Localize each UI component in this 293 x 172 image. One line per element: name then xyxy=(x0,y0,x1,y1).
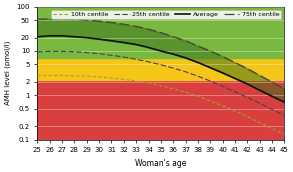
Average xyxy=(85,37,88,39)
25th centile xyxy=(73,51,76,53)
Average xyxy=(159,50,163,52)
75th centile xyxy=(283,88,286,90)
Bar xyxy=(38,80,285,140)
75th centile xyxy=(85,19,88,21)
25th centile xyxy=(270,108,274,110)
Average xyxy=(196,61,200,63)
X-axis label: Woman's age: Woman's age xyxy=(135,159,187,168)
75th centile xyxy=(184,40,188,42)
Average xyxy=(147,46,150,49)
Average xyxy=(97,38,101,40)
Legend: 10th centile, 25th centile, Average, 75th centile: 10th centile, 25th centile, Average, 75t… xyxy=(52,10,281,19)
25th centile xyxy=(60,50,64,52)
25th centile xyxy=(184,71,188,73)
10th centile xyxy=(246,116,249,118)
Average xyxy=(122,41,126,44)
Average xyxy=(209,67,212,69)
10th centile xyxy=(48,74,52,77)
25th centile xyxy=(122,56,126,58)
Line: 10th centile: 10th centile xyxy=(38,76,285,135)
75th centile xyxy=(246,68,249,70)
10th centile xyxy=(171,88,175,90)
Average xyxy=(233,77,237,79)
25th centile xyxy=(246,96,249,98)
25th centile xyxy=(159,64,163,66)
75th centile xyxy=(147,28,150,30)
75th centile xyxy=(60,18,64,20)
25th centile xyxy=(147,61,150,63)
75th centile xyxy=(97,20,101,22)
25th centile xyxy=(171,67,175,69)
25th centile xyxy=(85,52,88,54)
75th centile xyxy=(221,56,224,58)
Bar xyxy=(38,7,285,58)
75th centile xyxy=(233,61,237,63)
Line: 25th centile: 25th centile xyxy=(38,51,285,116)
10th centile xyxy=(221,105,224,107)
Average xyxy=(60,35,64,37)
25th centile xyxy=(110,54,113,56)
Average xyxy=(73,36,76,38)
10th centile xyxy=(184,91,188,93)
25th centile xyxy=(97,53,101,55)
10th centile xyxy=(60,74,64,77)
25th centile xyxy=(134,58,138,60)
Average xyxy=(258,89,262,91)
75th centile xyxy=(270,81,274,83)
75th centile xyxy=(122,23,126,25)
10th centile xyxy=(196,95,200,97)
10th centile xyxy=(283,133,286,136)
10th centile xyxy=(159,85,163,87)
10th centile xyxy=(36,74,39,77)
25th centile xyxy=(196,75,200,77)
10th centile xyxy=(73,75,76,77)
10th centile xyxy=(97,76,101,78)
10th centile xyxy=(209,100,212,102)
Line: 75th centile: 75th centile xyxy=(38,19,285,89)
Average xyxy=(270,95,274,97)
25th centile xyxy=(209,80,212,82)
10th centile xyxy=(134,80,138,82)
75th centile xyxy=(159,32,163,34)
Y-axis label: AMH level (pmol/l): AMH level (pmol/l) xyxy=(4,41,11,105)
Average xyxy=(283,101,286,103)
25th centile xyxy=(221,85,224,87)
Line: Average: Average xyxy=(38,36,285,102)
Average xyxy=(184,57,188,59)
75th centile xyxy=(171,36,175,38)
25th centile xyxy=(36,51,39,53)
Average xyxy=(36,36,39,38)
Bar xyxy=(38,58,285,80)
25th centile xyxy=(258,102,262,104)
10th centile xyxy=(258,122,262,124)
Average xyxy=(221,72,224,74)
75th centile xyxy=(134,25,138,27)
25th centile xyxy=(48,50,52,52)
Average xyxy=(134,44,138,46)
10th centile xyxy=(122,78,126,80)
10th centile xyxy=(147,82,150,84)
10th centile xyxy=(270,127,274,129)
10th centile xyxy=(85,75,88,77)
75th centile xyxy=(48,18,52,20)
25th centile xyxy=(283,115,286,117)
10th centile xyxy=(110,77,113,79)
75th centile xyxy=(196,45,200,47)
75th centile xyxy=(73,18,76,20)
Average xyxy=(110,40,113,42)
10th centile xyxy=(233,110,237,112)
25th centile xyxy=(233,91,237,93)
Average xyxy=(171,53,175,55)
75th centile xyxy=(258,74,262,77)
75th centile xyxy=(209,50,212,52)
Average xyxy=(246,83,249,85)
Average xyxy=(48,35,52,37)
75th centile xyxy=(36,18,39,20)
75th centile xyxy=(110,22,113,24)
